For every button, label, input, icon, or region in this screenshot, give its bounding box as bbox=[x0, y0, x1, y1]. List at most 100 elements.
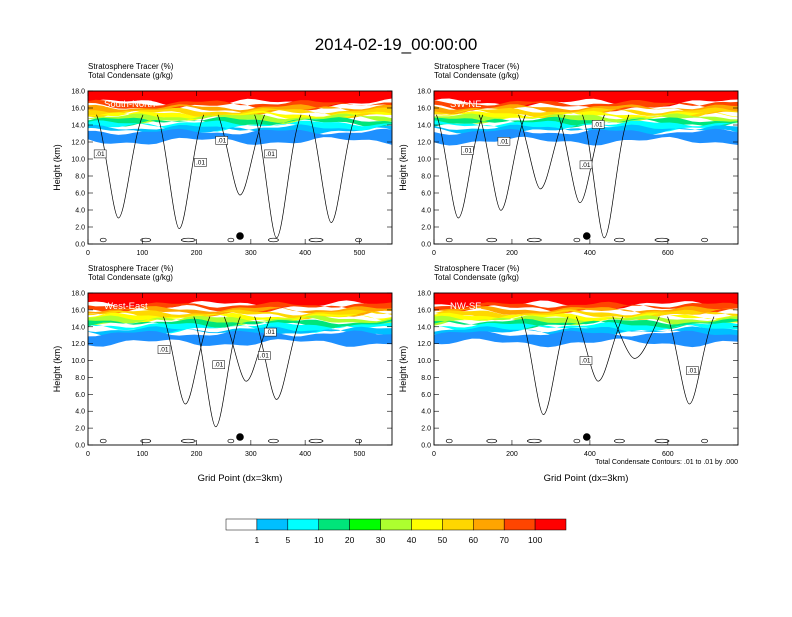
contour-label-text: .01 bbox=[96, 151, 105, 158]
panel-heading-tracer: Stratosphere Tracer (%) bbox=[434, 264, 520, 273]
condensate-contours bbox=[99, 316, 362, 444]
x-tick-label: 0 bbox=[432, 451, 436, 458]
panel-heading-condensate: Total Condensate (g/kg) bbox=[88, 273, 173, 282]
y-tick-label: 10.0 bbox=[417, 157, 431, 164]
y-tick-label: 18.0 bbox=[417, 89, 431, 96]
y-tick-label: 8.0 bbox=[421, 375, 431, 382]
contour-label-text: .01 bbox=[594, 121, 603, 128]
tracer-band bbox=[88, 107, 392, 119]
contour-blob bbox=[180, 237, 196, 243]
colorbar-swatch bbox=[534, 518, 567, 531]
contour-blob bbox=[308, 438, 324, 444]
x-tick-label: 600 bbox=[662, 451, 674, 458]
colorbar-swatch bbox=[287, 518, 319, 531]
contour-blob bbox=[308, 237, 324, 243]
contour-line bbox=[521, 316, 569, 415]
x-tick-label: 100 bbox=[136, 250, 148, 257]
contour-blob bbox=[445, 438, 453, 444]
contour-label-text: .01 bbox=[196, 159, 205, 166]
y-tick-label: 6.0 bbox=[421, 191, 431, 198]
y-tick-label: 16.0 bbox=[71, 106, 85, 113]
contour-label: .01 bbox=[215, 136, 229, 145]
tracer-field bbox=[434, 91, 738, 244]
y-tick-label: 2.0 bbox=[421, 225, 431, 232]
contour-blob bbox=[573, 237, 581, 243]
condensate-contours bbox=[436, 114, 708, 243]
contour-label: .01 bbox=[461, 146, 474, 155]
contour-footnote: Total Condensate Contours: .01 to .01 by… bbox=[595, 459, 738, 466]
y-tick-label: 6.0 bbox=[75, 191, 85, 198]
tracer-band bbox=[88, 110, 392, 121]
tracer-band bbox=[88, 113, 392, 125]
contour-label-box bbox=[194, 158, 207, 167]
contour-label: .01 bbox=[258, 351, 271, 360]
panel-label: South-North bbox=[104, 99, 155, 110]
panel-label: NW-SE bbox=[450, 301, 482, 312]
y-tick-label: 2.0 bbox=[75, 225, 85, 232]
y-tick-label: 6.0 bbox=[421, 392, 431, 399]
contour-blob bbox=[486, 438, 498, 444]
y-tick-label: 8.0 bbox=[75, 174, 85, 181]
contour-blob bbox=[355, 237, 362, 243]
y-tick-label: 2.0 bbox=[421, 426, 431, 433]
contour-label-box bbox=[215, 136, 229, 145]
x-tick-label: 400 bbox=[299, 451, 311, 458]
x-tick-label: 100 bbox=[136, 451, 148, 458]
x-tick-label: 0 bbox=[86, 250, 90, 257]
contour-label-box bbox=[93, 149, 107, 159]
x-tick-label: 0 bbox=[86, 451, 90, 458]
location-marker bbox=[236, 232, 244, 240]
x-tick-label: 400 bbox=[299, 250, 311, 257]
contour-blob bbox=[99, 237, 107, 243]
panel-label: SW-NE bbox=[450, 99, 482, 110]
y-axis-label: Height (km) bbox=[52, 144, 62, 191]
y-tick-label: 4.0 bbox=[75, 208, 85, 215]
contour-line bbox=[254, 114, 302, 239]
contour-label-text: .01 bbox=[581, 358, 590, 365]
panel-heading-condensate: Total Condensate (g/kg) bbox=[434, 71, 519, 80]
y-tick-label: 0.0 bbox=[75, 443, 85, 450]
contour-label: .01 bbox=[497, 137, 511, 146]
contour-label-text: .01 bbox=[260, 353, 269, 360]
contour-label: .01 bbox=[93, 149, 107, 159]
y-tick-label: 8.0 bbox=[421, 174, 431, 181]
colorbar-label: 10 bbox=[314, 535, 324, 545]
contour-line bbox=[582, 114, 630, 239]
y-axis-label: Height (km) bbox=[52, 346, 62, 393]
y-tick-label: 0.0 bbox=[421, 443, 431, 450]
contour-blob bbox=[227, 237, 235, 243]
condensate-contours bbox=[445, 316, 715, 444]
figure-title: 2014-02-19_00:00:00 bbox=[315, 35, 478, 54]
colorbar: 1 5 10 20 30 40 50 60 70 100 bbox=[225, 518, 567, 545]
x-tick-label: 0 bbox=[432, 250, 436, 257]
location-marker bbox=[582, 433, 591, 441]
contour-label-box bbox=[157, 345, 171, 354]
contour-blob bbox=[614, 237, 625, 243]
y-tick-label: 14.0 bbox=[417, 123, 431, 130]
contour-label-text: .01 bbox=[159, 347, 168, 354]
tracer-band bbox=[434, 315, 738, 326]
contour-line bbox=[96, 114, 144, 219]
x-tick-label: 300 bbox=[245, 250, 257, 257]
colorbar-label: 100 bbox=[528, 535, 542, 545]
contour-label-text: .01 bbox=[266, 151, 275, 158]
contour-line bbox=[478, 114, 526, 211]
contour-label: .01 bbox=[264, 327, 277, 337]
contour-line bbox=[667, 316, 715, 405]
contour-line bbox=[308, 114, 357, 223]
colorbar-label: 60 bbox=[469, 535, 479, 545]
contour-label: .01 bbox=[579, 160, 593, 170]
tracer-band bbox=[88, 117, 392, 128]
contour-blob bbox=[140, 237, 152, 243]
contour-blob bbox=[445, 237, 453, 243]
contour-label-box bbox=[591, 120, 605, 129]
y-tick-label: 4.0 bbox=[421, 208, 431, 215]
contour-label: .01 bbox=[157, 345, 171, 354]
contour-label-box bbox=[579, 160, 593, 170]
contour-blob bbox=[701, 237, 708, 243]
y-tick-label: 4.0 bbox=[75, 409, 85, 416]
contour-line bbox=[612, 316, 660, 359]
contour-line bbox=[223, 316, 272, 382]
panel-heading-condensate: Total Condensate (g/kg) bbox=[434, 273, 519, 282]
colorbar-label: 40 bbox=[407, 535, 417, 545]
